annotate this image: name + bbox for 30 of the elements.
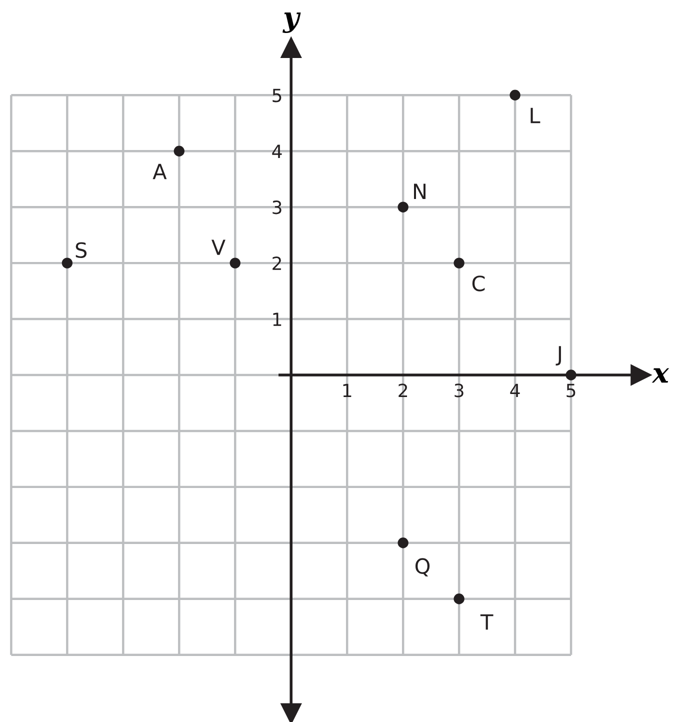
x-axis-title: x bbox=[652, 368, 670, 383]
y-axis-title: y bbox=[282, 12, 301, 34]
annotation: C bbox=[472, 276, 485, 292]
annotation: A bbox=[152, 164, 167, 180]
point bbox=[454, 594, 464, 604]
point bbox=[454, 258, 464, 268]
x-tick-label: 3 bbox=[454, 384, 464, 398]
x-tick-label: 5 bbox=[566, 384, 576, 398]
x-tick-label: 1 bbox=[343, 384, 352, 398]
annotation: S bbox=[76, 242, 87, 258]
point bbox=[174, 146, 184, 156]
point bbox=[230, 258, 240, 268]
annotation: L bbox=[530, 108, 540, 124]
y-tick-label: 5 bbox=[272, 88, 282, 102]
x-tick-label: 2 bbox=[398, 384, 408, 398]
point bbox=[62, 258, 73, 268]
point bbox=[398, 538, 408, 548]
annotation: N bbox=[414, 184, 426, 199]
point bbox=[398, 202, 408, 212]
annotation: V bbox=[212, 240, 226, 255]
y-tick-label: 3 bbox=[272, 200, 282, 214]
annotation: Q bbox=[415, 558, 430, 576]
annotation: J bbox=[556, 346, 561, 366]
y-tick-label: 2 bbox=[272, 256, 281, 270]
point bbox=[510, 90, 520, 100]
point bbox=[566, 370, 576, 380]
x-tick-label: 4 bbox=[510, 384, 520, 398]
y-tick-label: 4 bbox=[272, 144, 282, 158]
y-tick-label: 1 bbox=[273, 312, 282, 326]
annotation: T bbox=[480, 614, 494, 630]
